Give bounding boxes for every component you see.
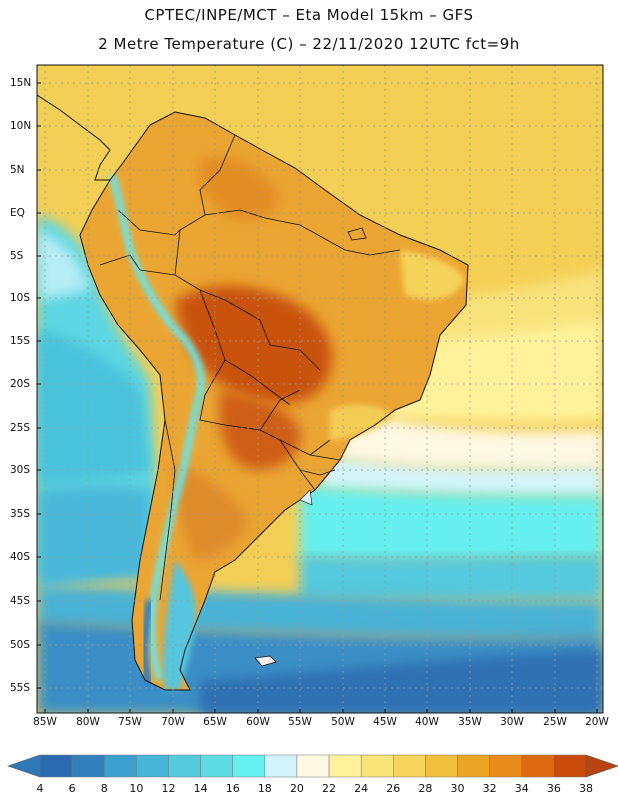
map-title: CPTEC/INPE/MCT – Eta Model 15km – GFS bbox=[144, 6, 474, 24]
colorbar-cell bbox=[457, 754, 490, 778]
land-heat-detail bbox=[108, 156, 465, 690]
colorbar-high-arrow bbox=[585, 754, 618, 778]
lon-label-20w: 20W bbox=[585, 716, 609, 728]
colorbar-cell bbox=[553, 754, 587, 778]
ocean-band-20 bbox=[340, 410, 603, 470]
heat-patagonia-north bbox=[174, 465, 250, 560]
temperature-field bbox=[37, 65, 603, 713]
colorbar-label: 18 bbox=[257, 782, 272, 795]
gridlines bbox=[37, 65, 603, 713]
colorbar-label: 28 bbox=[418, 782, 433, 795]
colorbar-cell bbox=[71, 754, 105, 778]
lon-label-50w: 50W bbox=[331, 716, 355, 728]
colorbar-cell bbox=[393, 754, 426, 778]
colorbar-label: 30 bbox=[450, 782, 465, 795]
lon-label-40w: 40W bbox=[415, 716, 439, 728]
lat-label-40s: 40S bbox=[10, 551, 31, 563]
lat-label-55s: 55S bbox=[10, 682, 31, 694]
lat-label-10s: 10S bbox=[10, 292, 31, 304]
lat-label-15s: 15S bbox=[10, 335, 31, 347]
colorbar-cell bbox=[136, 754, 169, 778]
lon-label-80w: 80W bbox=[76, 716, 100, 728]
patagonia-south-cool bbox=[163, 560, 197, 690]
colorbar-label: 4 bbox=[36, 782, 44, 795]
colorbar-label: 6 bbox=[68, 782, 76, 795]
andes-cool-strip bbox=[108, 173, 205, 682]
country-borders bbox=[99, 134, 401, 601]
colorbar-label: 20 bbox=[289, 782, 304, 795]
colorbar-cell bbox=[296, 754, 330, 778]
central-america-coast bbox=[37, 94, 111, 181]
ocean-band-14 bbox=[300, 555, 603, 600]
colorbar-cell bbox=[39, 754, 73, 778]
colorbar-cell bbox=[360, 754, 394, 778]
map-subtitle: 2 Metre Temperature (C) – 22/11/2020 12U… bbox=[98, 35, 520, 53]
lat-label-eq: EQ bbox=[10, 207, 25, 219]
colorbar-label: 24 bbox=[354, 782, 369, 795]
pacific-south bbox=[37, 486, 150, 590]
lon-label-30w: 30W bbox=[500, 716, 524, 728]
heat-amazon-north bbox=[198, 156, 280, 220]
lon-label-70w: 70W bbox=[161, 716, 185, 728]
lat-label-10n: 10N bbox=[10, 120, 32, 132]
lon-label-35w: 35W bbox=[458, 716, 482, 728]
colorbar-cell bbox=[425, 754, 458, 778]
colorbar-label: 36 bbox=[546, 782, 561, 795]
lon-label-75w: 75W bbox=[118, 716, 142, 728]
lat-label-30s: 30S bbox=[10, 464, 31, 476]
colorbar-label: 12 bbox=[161, 782, 176, 795]
colorbar bbox=[7, 754, 618, 778]
colorbar-cell bbox=[232, 754, 266, 778]
lon-label-45w: 45W bbox=[373, 716, 397, 728]
lat-label-20s: 20S bbox=[10, 378, 31, 390]
colorbar-label: 16 bbox=[225, 782, 240, 795]
lon-label-55w: 55W bbox=[288, 716, 312, 728]
lon-label-25w: 25W bbox=[543, 716, 567, 728]
colorbar-cell bbox=[328, 754, 362, 778]
lon-label-65w: 65W bbox=[203, 716, 227, 728]
colorbar-cell bbox=[200, 754, 233, 778]
map-frame bbox=[36, 64, 604, 714]
lon-label-60w: 60W bbox=[246, 716, 270, 728]
colorbar-cell bbox=[521, 754, 555, 778]
colorbar-label: 26 bbox=[386, 782, 401, 795]
lat-label-35s: 35S bbox=[10, 508, 31, 520]
colorbar-cell bbox=[264, 754, 298, 778]
colorbar-label: 32 bbox=[482, 782, 497, 795]
pacific-coastal bbox=[37, 230, 90, 300]
coast-mild bbox=[330, 404, 395, 440]
colorbar-label: 22 bbox=[322, 782, 337, 795]
andes-south-cold bbox=[140, 599, 154, 687]
colorbar-label: 8 bbox=[100, 782, 108, 795]
colorbar-label: 38 bbox=[579, 782, 593, 795]
colorbar-cell bbox=[168, 754, 201, 778]
colorbar-cell bbox=[489, 754, 523, 778]
colorbar-label: 14 bbox=[193, 782, 208, 795]
colorbar-label: 34 bbox=[514, 782, 529, 795]
falkland-islands bbox=[254, 655, 277, 667]
lat-label-5n: 5N bbox=[10, 164, 25, 176]
ocean-band-8 bbox=[200, 650, 603, 713]
northeast-mild bbox=[400, 250, 465, 300]
lat-label-5s: 5S bbox=[10, 250, 24, 262]
colorbar-low-arrow bbox=[7, 754, 41, 778]
lat-label-45s: 45S bbox=[10, 595, 31, 607]
lat-label-50s: 50S bbox=[10, 639, 31, 651]
colorbar-cell bbox=[103, 754, 137, 778]
lat-label-25s: 25S bbox=[10, 422, 31, 434]
lagoa-dos-patos bbox=[299, 489, 313, 506]
lon-label-85w: 85W bbox=[33, 716, 57, 728]
heat-core-central bbox=[175, 285, 333, 404]
pacific-mid bbox=[37, 330, 150, 485]
ocean-band-16 bbox=[300, 485, 603, 563]
axis-ticks bbox=[37, 82, 598, 713]
ocean-band-18 bbox=[320, 455, 603, 498]
colorbar-label: 10 bbox=[129, 782, 144, 795]
lat-label-15n: 15N bbox=[10, 77, 32, 89]
marajo-island bbox=[347, 227, 367, 241]
